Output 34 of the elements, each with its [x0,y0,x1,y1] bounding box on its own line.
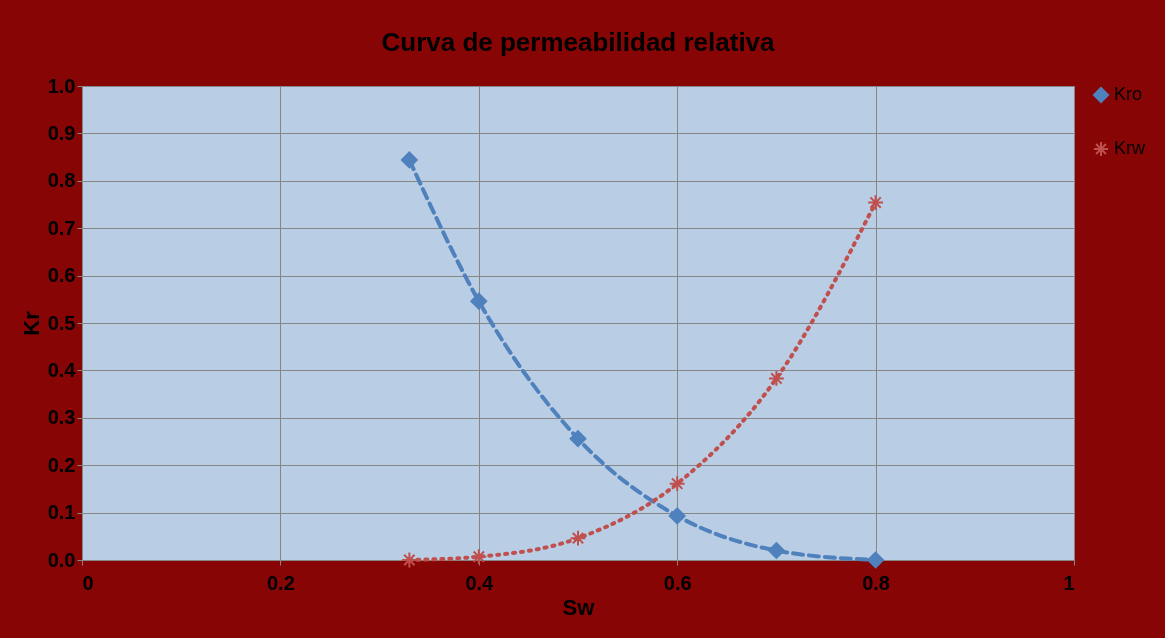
legend-label: Krw [1114,138,1146,158]
y-tick-label: 1.0 [47,74,76,97]
x-tick-label: 0.8 [862,571,891,594]
point [400,551,418,569]
point [470,548,488,566]
point [569,430,587,448]
point [767,370,785,387]
y-tick-label: 0.8 [47,169,76,192]
y-tick-label: 0.5 [47,311,76,334]
y-tick-label: 0.4 [47,358,77,381]
y-tick-label: 0.9 [47,121,76,144]
y-tick-label: 0.3 [47,406,76,429]
x-tick-label: 0 [82,571,94,594]
point [867,551,885,569]
x-tick-label: 0.4 [465,571,495,594]
y-tick-label: 0.1 [47,501,76,524]
y-tick-label: 0.2 [47,453,76,476]
x-tick-label: 0.6 [663,571,692,594]
y-axis-title: Kr [18,310,44,336]
point [569,529,587,547]
point [867,194,885,212]
x-tick-label: 1 [1063,571,1075,594]
point [470,292,488,310]
chart-title: Curva de permeabilidad relativa [381,27,776,57]
legend-label: Kro [1114,84,1143,104]
point [668,507,686,525]
y-tick-label: 0.0 [47,548,76,571]
y-tick-label: 0.7 [47,216,76,239]
x-tick-label: 0.2 [266,571,295,594]
y-tick-label: 0.6 [47,264,76,287]
point [668,475,686,493]
point [767,542,785,559]
point [400,151,418,169]
x-axis-title: Sw [562,594,596,620]
